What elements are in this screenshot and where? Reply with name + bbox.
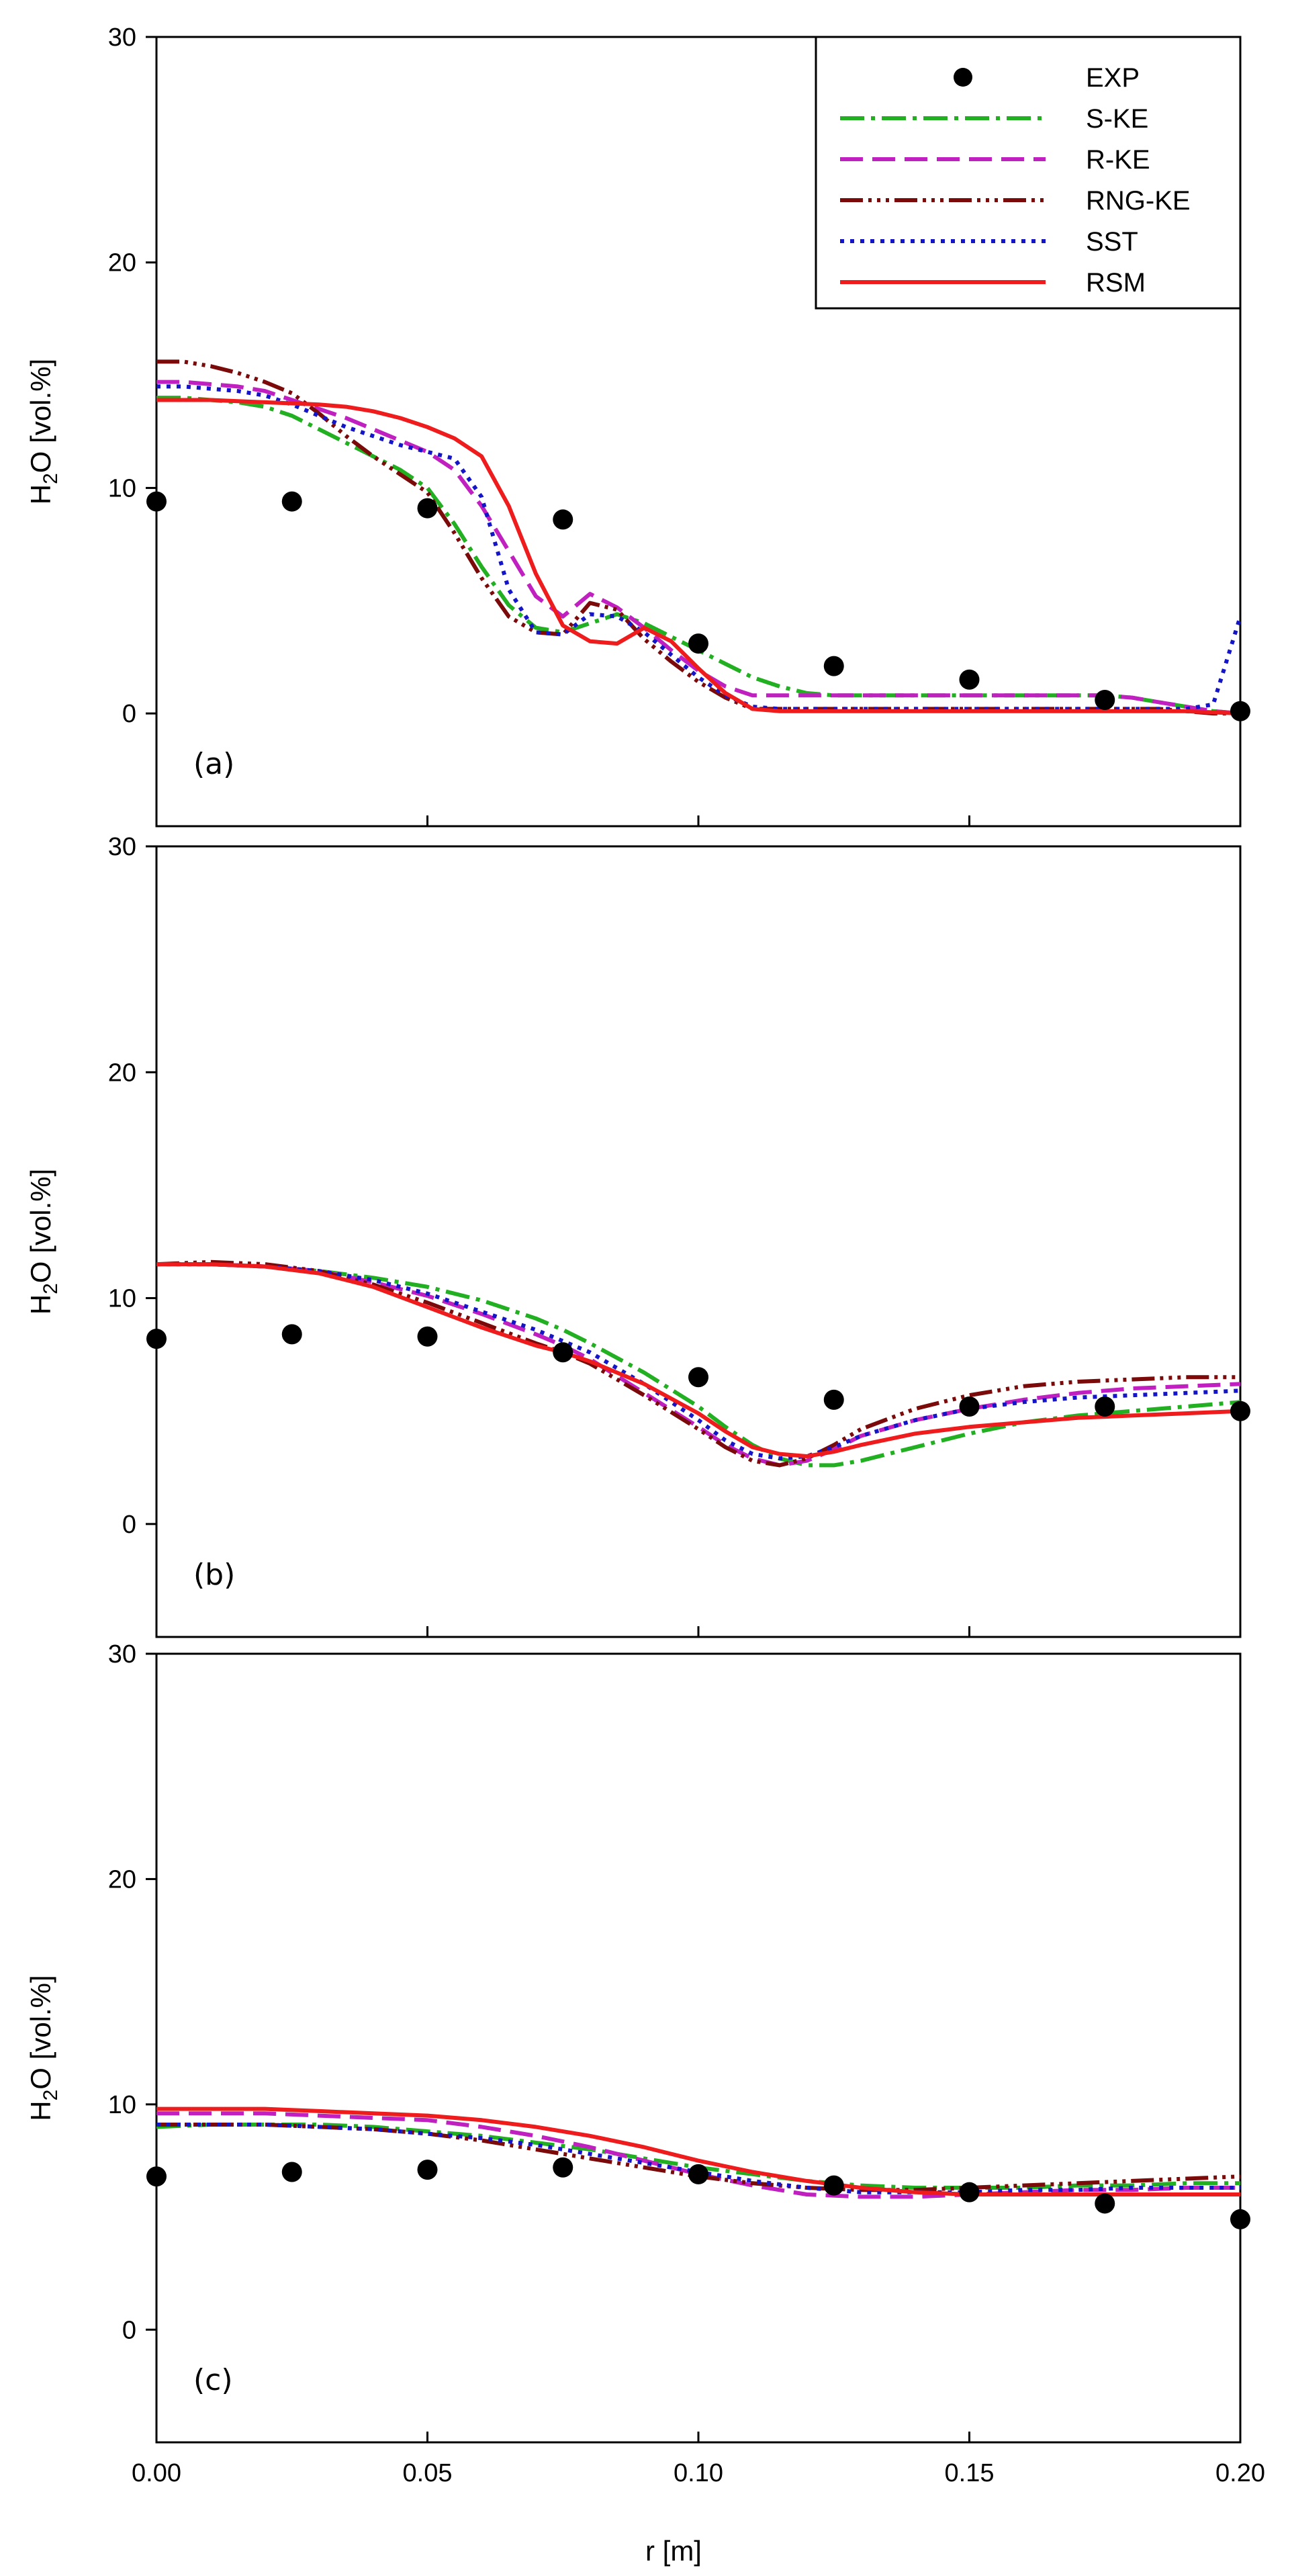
y-axis-label-subscript: 2 xyxy=(40,473,62,484)
x-tick-label: 0.20 xyxy=(1215,2459,1265,2487)
y-tick-label: 0 xyxy=(122,1511,136,1539)
y-tick-label: 30 xyxy=(108,24,136,52)
x-axis-label: r [m] xyxy=(645,2535,702,2567)
y-tick-label: 20 xyxy=(108,249,136,277)
x-tick-label: 0.15 xyxy=(945,2459,995,2487)
exp-point xyxy=(959,669,980,690)
legend-label-exp: EXP xyxy=(1086,63,1140,93)
y-tick-label: 10 xyxy=(108,474,136,502)
y-axis-label-rest: O [vol.%] xyxy=(25,359,56,473)
panel-2: 0 10 20 30 H2O [vol.%] (b) xyxy=(25,833,1250,1638)
exp-point xyxy=(417,1326,438,1347)
series-line-rsm xyxy=(156,1262,1240,1458)
panel-label: (b) xyxy=(193,1558,235,1592)
exp-point xyxy=(688,2164,708,2184)
legend-swatch-exp xyxy=(954,68,972,87)
exp-point xyxy=(553,509,573,530)
series-line-r-ke xyxy=(156,380,1240,716)
panel-label: (a) xyxy=(193,747,234,781)
exp-point xyxy=(1230,1401,1250,1421)
panel-1: 0 10 20 30 H2O [vol.%] (a) EXP S-KE R-KE RNG-KE SS… xyxy=(25,24,1250,828)
exp-point xyxy=(688,633,708,654)
legend-label-r-ke: R-KE xyxy=(1086,145,1150,175)
exp-point xyxy=(1095,690,1115,710)
y-tick-label: 10 xyxy=(108,2091,136,2119)
x-tick-label: 0.00 xyxy=(132,2459,181,2487)
exp-point xyxy=(959,1396,980,1417)
exp-point xyxy=(823,656,844,676)
exp-point xyxy=(1230,2209,1250,2229)
y-tick-label: 30 xyxy=(108,833,136,861)
y-axis-label: H2O [vol.%] xyxy=(25,1169,62,1315)
y-axis-label-main: H xyxy=(25,1294,56,1315)
exp-point xyxy=(417,2160,438,2180)
y-axis-label-subscript: 2 xyxy=(40,1283,62,1294)
y-axis-label-rest: O [vol.%] xyxy=(25,1169,56,1283)
y-tick-label: 20 xyxy=(108,1865,136,1894)
series-lines xyxy=(156,1259,1240,1468)
exp-point xyxy=(417,498,438,519)
exp-point xyxy=(281,1324,302,1345)
exp-point xyxy=(1230,701,1250,721)
y-tick-label: 0 xyxy=(122,700,136,728)
exp-point xyxy=(553,1342,573,1363)
y-axis-label-main: H xyxy=(25,2100,56,2121)
exp-point xyxy=(146,2166,167,2187)
legend-box xyxy=(815,36,1242,310)
x-tick-label: 0.05 xyxy=(403,2459,453,2487)
exp-point xyxy=(146,491,167,512)
y-axis-label: H2O [vol.%] xyxy=(25,359,62,504)
panel-3: 0 10 20 30 0.00 0.05 0.10 0.15 0.20 H2O [vol.%] (c… xyxy=(25,1640,1265,2487)
y-tick-label: 20 xyxy=(108,1059,136,1087)
exp-point xyxy=(553,2157,573,2178)
legend-label-sst: SST xyxy=(1086,227,1138,257)
exp-point xyxy=(1095,1396,1115,1417)
legend-label-s-ke: S-KE xyxy=(1086,104,1148,134)
series-line-sst xyxy=(156,1262,1240,1461)
exp-point xyxy=(823,2175,844,2196)
y-axis-label-rest: O [vol.%] xyxy=(25,1975,56,2089)
exp-point xyxy=(281,2162,302,2182)
legend: EXP S-KE R-KE RNG-KE SST RSM xyxy=(815,36,1242,310)
exp-point xyxy=(959,2182,980,2203)
series-line-rsm xyxy=(156,398,1240,716)
y-tick-label: 30 xyxy=(108,1640,136,1669)
legend-label-rsm: RSM xyxy=(1086,268,1146,298)
legend-label-rng-ke: RNG-KE xyxy=(1086,186,1191,216)
exp-point xyxy=(688,1367,708,1388)
exp-point xyxy=(1095,2193,1115,2214)
series-line-rng-ke xyxy=(156,1259,1240,1468)
y-axis-label-subscript: 2 xyxy=(40,2090,62,2101)
panel-label: (c) xyxy=(193,2363,233,2397)
exp-point xyxy=(146,1329,167,1349)
y-axis-label: H2O [vol.%] xyxy=(25,1975,62,2121)
y-tick-label: 0 xyxy=(122,2316,136,2344)
y-tick-label: 10 xyxy=(108,1285,136,1313)
series-line-r-ke xyxy=(156,1262,1240,1468)
exp-point xyxy=(281,491,302,512)
y-axis-label-main: H xyxy=(25,484,56,504)
x-tick-label: 0.10 xyxy=(674,2459,723,2487)
series-line-rsm xyxy=(156,2106,1240,2196)
exp-point xyxy=(823,1389,844,1410)
